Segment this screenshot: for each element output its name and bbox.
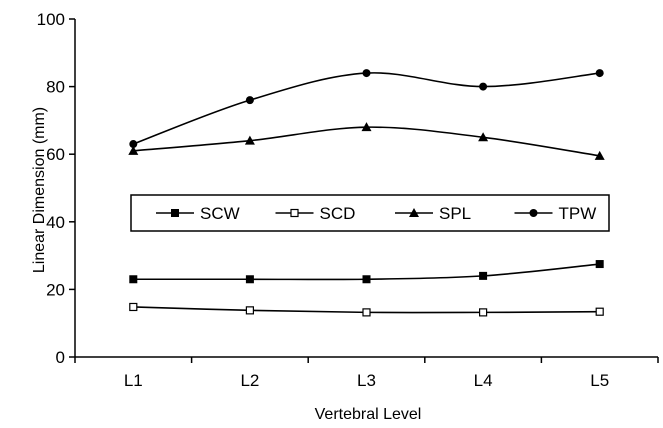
legend-label-scd: SCD [320,204,356,223]
data-point-spl [594,150,605,160]
data-point-tpw [595,69,604,78]
data-point-scw [479,271,488,280]
axes: 0 20 40 60 80 100 L1 L2 L3 L4 L5 [37,10,659,390]
data-point-scd [362,308,371,317]
data-point-tpw [362,69,371,78]
x-tick-label: L5 [590,371,609,390]
data-point-spl [244,135,255,145]
legend-marker-scd [290,208,299,218]
data-point-scw [362,275,371,284]
y-tick-label: 0 [56,348,65,367]
legend: SCW SCD SPL TPW [130,194,610,232]
legend-box [130,194,610,232]
data-point-scw [245,275,254,284]
y-tick-label: 80 [46,78,65,97]
x-axis-title: Vertebral Level [315,406,422,423]
data-point-tpw [479,82,488,91]
x-tick-label: L2 [240,371,259,390]
series-line-tpw [133,72,600,145]
legend-item-scd: SCD [275,204,356,223]
data-point-spl [478,132,489,142]
data-point-scd [245,306,254,315]
y-tick-label: 40 [46,213,65,232]
y-tick-label: 60 [46,145,65,164]
x-tick-label: L1 [124,371,143,390]
data-point-scd [595,307,604,316]
series-spl [128,122,605,160]
data-point-tpw [129,140,138,149]
data-point-spl [361,122,372,132]
data-point-scw [595,260,604,269]
legend-label-scw: SCW [200,204,240,223]
legend-label-spl: SPL [439,204,471,223]
legend-label-tpw: TPW [559,204,597,223]
legend-marker-tpw [529,209,538,217]
series-scw [129,260,604,284]
legend-item-tpw: TPW [514,204,597,223]
y-axis-title: Linear Dimension (mm) [31,107,48,273]
legend-marker-scw [171,209,179,217]
data-point-scd [129,302,138,312]
series-tpw [129,69,604,149]
series-scd [129,302,604,317]
legend-item-spl: SPL [395,204,471,223]
data-point-spl [128,145,139,155]
x-tick-label: L4 [474,371,493,390]
data-point-scw [129,275,138,284]
data-point-tpw [245,96,254,105]
legend-marker-spl [409,208,419,217]
data-point-scd [479,308,488,317]
y-tick-label: 20 [46,280,65,299]
legend-item-scw: SCW [156,204,240,223]
series-line-spl [133,126,600,157]
y-tick-label: 100 [37,10,65,29]
x-tick-label: L3 [357,371,376,390]
series-layer [128,69,605,317]
